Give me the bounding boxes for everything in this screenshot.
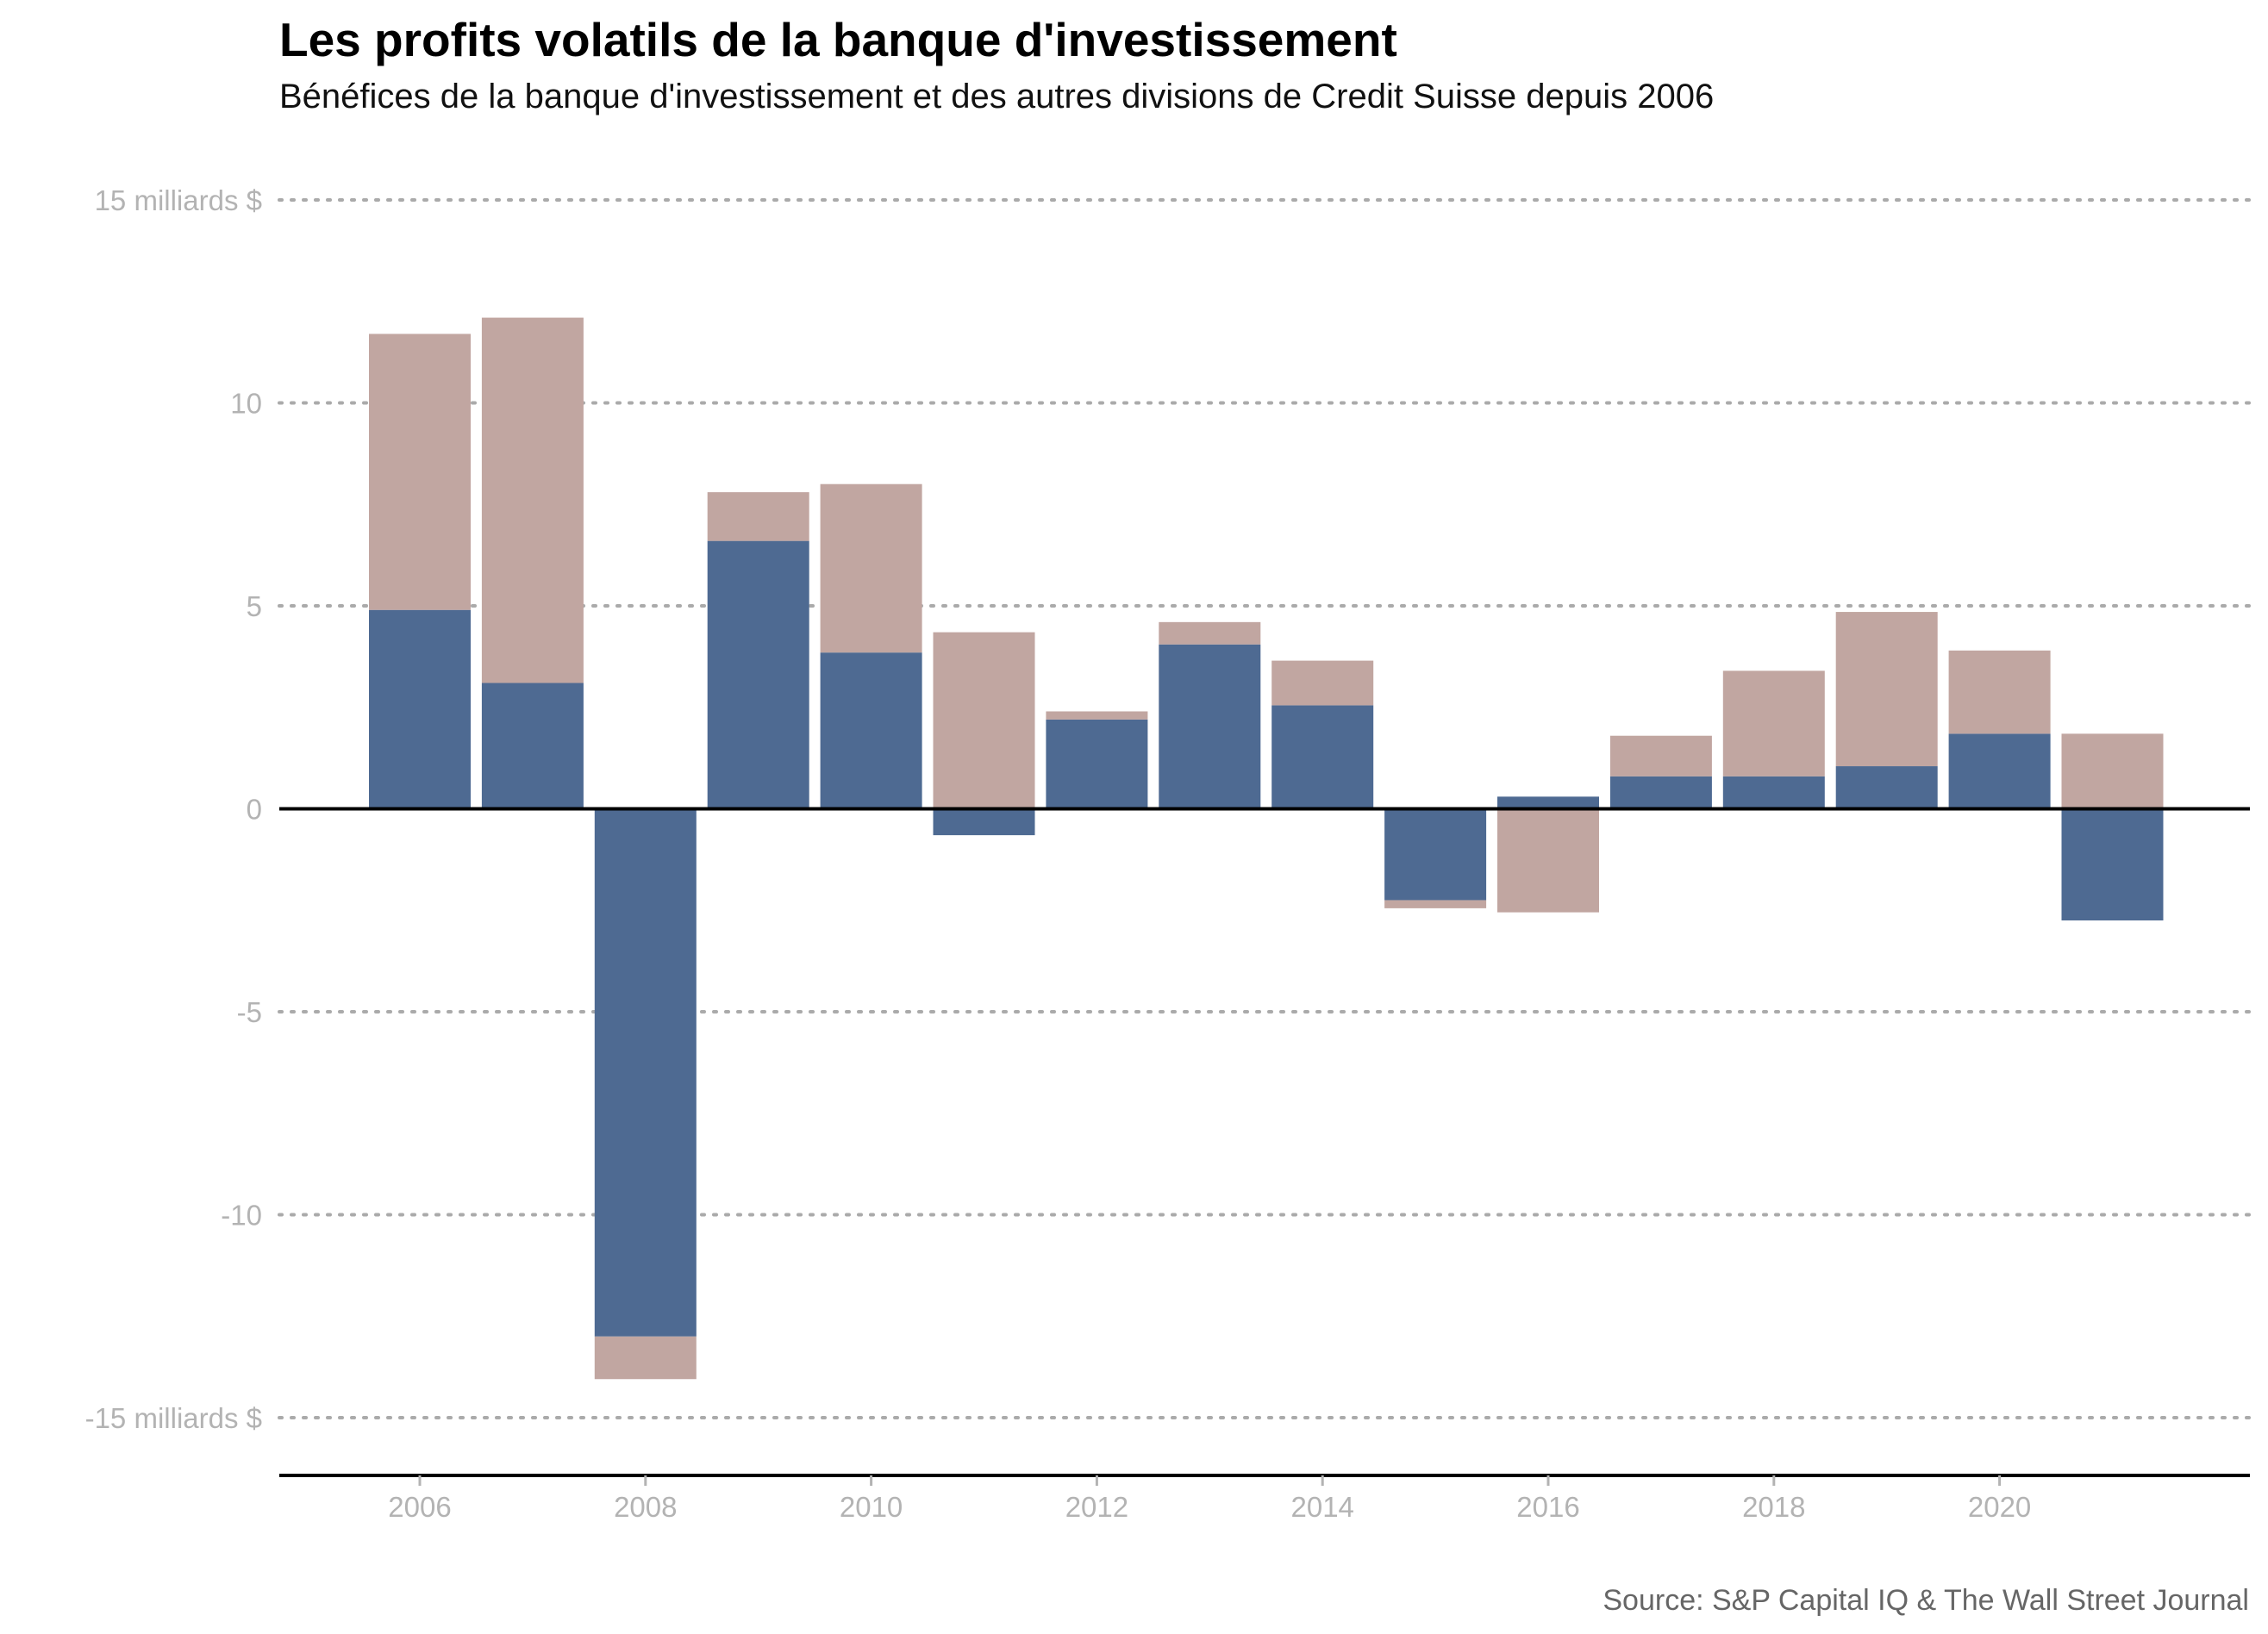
y-tick-label: 10 — [230, 388, 262, 420]
bar-2018-series-2 — [1722, 670, 1825, 776]
x-tick-label: 2006 — [388, 1491, 451, 1523]
bar-2008-series-2 — [594, 1336, 697, 1380]
bar-2020-series-1 — [1948, 733, 2051, 809]
bar-2010-series-2 — [820, 483, 922, 653]
chart-title: Les profits volatils de la banque d'inve… — [279, 13, 1397, 66]
bar-2006-series-1 — [369, 609, 471, 809]
bar-2012-series-2 — [1046, 711, 1148, 720]
bar-2018-series-1 — [1722, 776, 1825, 809]
y-tick-label: 15 milliards $ — [95, 184, 262, 216]
bar-2017-series-1 — [1609, 776, 1712, 809]
x-tick-label: 2018 — [1742, 1491, 1805, 1523]
bar-2014-series-2 — [1271, 660, 1374, 706]
bar-2015-series-2 — [1384, 900, 1487, 908]
bar-2013-series-2 — [1159, 621, 1261, 645]
bar-2020-series-2 — [1948, 650, 2051, 734]
bar-2010-series-1 — [820, 652, 922, 809]
x-tick-label: 2010 — [840, 1491, 903, 1523]
bar-2021-series-2 — [2061, 733, 2164, 809]
bar-2012-series-1 — [1046, 719, 1148, 809]
y-tick-label: 0 — [247, 794, 262, 826]
bar-2011-series-1 — [933, 808, 1035, 836]
bar-2019-series-2 — [1835, 612, 1938, 767]
x-tick-label: 2014 — [1290, 1491, 1353, 1523]
bar-2007-series-1 — [481, 683, 584, 809]
bar-2017-series-2 — [1609, 735, 1712, 776]
x-tick-label: 2016 — [1516, 1491, 1579, 1523]
bar-2009-series-1 — [707, 540, 809, 809]
x-tick-label: 2008 — [614, 1491, 677, 1523]
bar-2015-series-1 — [1384, 808, 1487, 901]
bar-2008-series-1 — [594, 808, 697, 1337]
bar-2007-series-2 — [481, 317, 584, 683]
chart-source: Source: S&P Capital IQ & The Wall Street… — [1603, 1584, 2249, 1617]
bar-2016-series-1 — [1497, 796, 1599, 809]
chart-subtitle: Bénéfices de la banque d'investissement … — [279, 78, 1715, 115]
y-tick-label: -5 — [237, 996, 262, 1028]
bar-2016-series-2 — [1497, 808, 1599, 913]
bar-2006-series-2 — [369, 334, 471, 610]
y-tick-label: 5 — [247, 590, 262, 622]
y-tick-label: -15 milliards $ — [85, 1402, 262, 1434]
y-tick-label: -10 — [221, 1200, 262, 1232]
bar-2013-series-1 — [1159, 644, 1261, 809]
bar-2009-series-2 — [707, 492, 809, 541]
bar-2021-series-1 — [2061, 808, 2164, 921]
bar-2011-series-2 — [933, 632, 1035, 809]
x-tick-label: 2020 — [1968, 1491, 2031, 1523]
bar-2014-series-1 — [1271, 705, 1374, 809]
x-tick-label: 2012 — [1065, 1491, 1128, 1523]
bar-2019-series-1 — [1835, 766, 1938, 809]
